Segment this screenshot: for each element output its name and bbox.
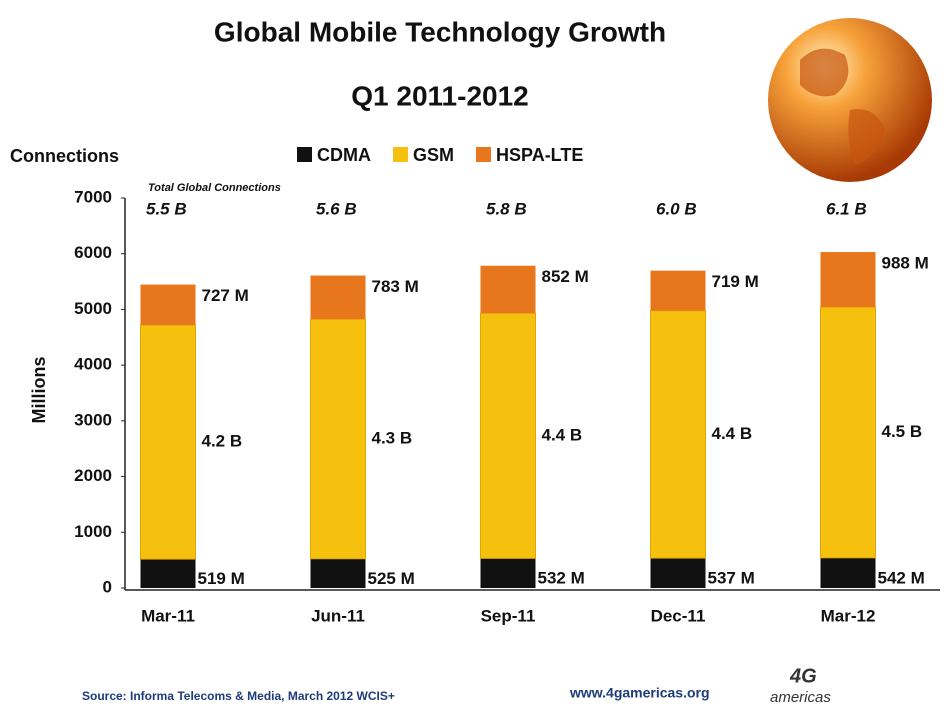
bar-segment	[480, 558, 536, 588]
value-label: 542 M	[878, 568, 925, 587]
value-label: 719 M	[712, 272, 759, 291]
y-tick-label: 4000	[74, 355, 112, 374]
total-label: 5.6 B	[316, 199, 357, 218]
legend-label: GSM	[413, 145, 454, 165]
globe-continents	[800, 48, 885, 165]
bar-segment	[140, 284, 196, 326]
x-tick-label: Jun-11	[311, 606, 365, 625]
bar-segment	[140, 559, 196, 588]
bar-segment	[310, 558, 366, 588]
bar-segment	[650, 558, 706, 588]
x-tick-label: Mar-11	[141, 606, 195, 625]
chart-title: Global Mobile Technology Growth	[214, 16, 666, 47]
chart-subtitle: Q1 2011-2012	[351, 80, 529, 111]
value-label: 852 M	[542, 267, 589, 286]
value-label: 532 M	[538, 569, 585, 588]
total-label: 5.8 B	[486, 199, 527, 218]
bar-segment	[650, 270, 706, 311]
value-label: 4.3 B	[372, 428, 413, 447]
total-label: 5.5 B	[146, 199, 187, 218]
bar-segment	[310, 318, 366, 560]
y-tick-label: 2000	[74, 466, 112, 485]
value-label: 4.4 B	[712, 424, 753, 443]
bar-segment	[820, 557, 876, 588]
bar-segment	[820, 252, 876, 308]
globe-icon	[768, 18, 932, 182]
totals-title: Total Global Connections	[148, 182, 281, 194]
legend-label: HSPA-LTE	[496, 145, 583, 165]
value-label: 519 M	[198, 569, 245, 588]
value-label: 783 M	[372, 277, 419, 296]
y-tick-label: 6000	[74, 243, 112, 262]
value-label: 525 M	[368, 569, 415, 588]
logo-bottom: americas	[770, 689, 831, 706]
value-label: 537 M	[708, 569, 755, 588]
y-tick-label: 7000	[74, 187, 112, 206]
value-label: 4.4 B	[542, 425, 583, 444]
legend-swatch	[476, 147, 492, 162]
y-tick-label: 3000	[74, 410, 112, 429]
x-tick-label: Sep-11	[481, 606, 536, 625]
total-label: 6.0 B	[656, 199, 697, 218]
website: www.4gamericas.org	[569, 685, 710, 701]
bar-segment	[820, 306, 876, 559]
bar-segment	[650, 310, 706, 559]
x-tick-label: Mar-12	[821, 606, 876, 625]
y-tick-label: 0	[103, 577, 112, 596]
bar-segment	[480, 312, 536, 559]
y-axis-label: Millions	[29, 357, 49, 424]
value-label: 4.2 B	[202, 432, 243, 451]
y-tick-label: 1000	[74, 522, 112, 541]
value-label: 4.5 B	[882, 422, 923, 441]
total-label: 6.1 B	[826, 199, 867, 218]
bar-segment	[140, 324, 196, 560]
legend-swatch	[393, 147, 408, 162]
y-tick-label: 5000	[74, 299, 112, 318]
value-label: 727 M	[202, 286, 249, 305]
x-tick-label: Dec-11	[651, 606, 706, 625]
value-label: 988 M	[882, 254, 929, 273]
y-axis-title: Connections	[10, 146, 119, 166]
source: Source: Informa Telecoms & Media, March …	[82, 689, 395, 703]
logo-top: 4G	[789, 665, 817, 687]
legend-swatch	[297, 147, 312, 162]
bar-segment	[480, 265, 536, 314]
bar-segment	[310, 275, 366, 320]
legend-label: CDMA	[317, 145, 371, 165]
